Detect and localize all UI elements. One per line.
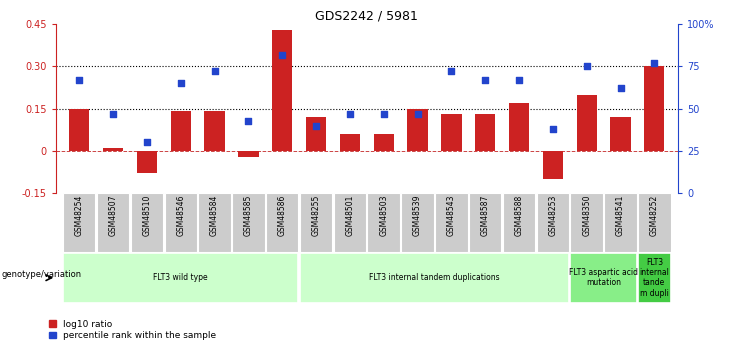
Point: [445, 69, 457, 74]
FancyBboxPatch shape: [503, 193, 535, 252]
Point: [310, 123, 322, 128]
Text: FLT3 wild type: FLT3 wild type: [153, 273, 208, 282]
FancyBboxPatch shape: [571, 193, 603, 252]
FancyBboxPatch shape: [435, 193, 468, 252]
Bar: [170, 111, 191, 151]
Title: GDS2242 / 5981: GDS2242 / 5981: [316, 10, 418, 23]
FancyBboxPatch shape: [199, 193, 230, 252]
FancyBboxPatch shape: [333, 193, 366, 252]
Text: GSM48255: GSM48255: [311, 195, 321, 236]
Bar: [644, 66, 665, 151]
Text: GSM48588: GSM48588: [514, 195, 524, 236]
Bar: [103, 148, 123, 151]
Point: [547, 126, 559, 132]
Bar: [509, 103, 529, 151]
Text: GSM48507: GSM48507: [109, 195, 118, 236]
Point: [581, 63, 593, 69]
FancyBboxPatch shape: [571, 253, 637, 303]
FancyBboxPatch shape: [300, 253, 569, 303]
Text: GSM48510: GSM48510: [142, 195, 151, 236]
Bar: [408, 109, 428, 151]
Point: [175, 80, 187, 86]
Bar: [611, 117, 631, 151]
Point: [614, 86, 626, 91]
Bar: [576, 95, 597, 151]
Point: [242, 118, 254, 123]
FancyBboxPatch shape: [97, 193, 130, 252]
Text: GSM48541: GSM48541: [616, 195, 625, 236]
Text: FLT3 internal tandem duplications: FLT3 internal tandem duplications: [369, 273, 499, 282]
FancyBboxPatch shape: [232, 193, 265, 252]
Bar: [475, 114, 495, 151]
Text: FLT3
internal
tande
m dupli: FLT3 internal tande m dupli: [639, 258, 669, 298]
Bar: [542, 151, 563, 179]
Text: GSM48543: GSM48543: [447, 195, 456, 236]
FancyBboxPatch shape: [300, 193, 332, 252]
FancyBboxPatch shape: [130, 193, 163, 252]
Text: GSM48539: GSM48539: [413, 195, 422, 236]
FancyBboxPatch shape: [165, 193, 197, 252]
Point: [107, 111, 119, 117]
Bar: [441, 114, 462, 151]
Point: [209, 69, 221, 74]
Text: GSM48587: GSM48587: [481, 195, 490, 236]
Point: [141, 140, 153, 145]
Point: [378, 111, 390, 117]
FancyBboxPatch shape: [63, 193, 96, 252]
FancyBboxPatch shape: [469, 193, 502, 252]
Point: [344, 111, 356, 117]
Bar: [272, 30, 293, 151]
FancyBboxPatch shape: [63, 253, 299, 303]
Legend: log10 ratio, percentile rank within the sample: log10 ratio, percentile rank within the …: [49, 320, 216, 341]
Text: GSM48585: GSM48585: [244, 195, 253, 236]
Bar: [205, 111, 225, 151]
Bar: [339, 134, 360, 151]
Text: GSM48584: GSM48584: [210, 195, 219, 236]
Point: [479, 77, 491, 83]
Text: GSM48503: GSM48503: [379, 195, 388, 236]
Bar: [306, 117, 326, 151]
FancyBboxPatch shape: [638, 253, 671, 303]
Bar: [69, 109, 90, 151]
Point: [276, 52, 288, 57]
Text: genotype/variation: genotype/variation: [1, 270, 82, 279]
Bar: [373, 134, 394, 151]
Text: GSM48501: GSM48501: [345, 195, 354, 236]
Text: FLT3 aspartic acid
mutation: FLT3 aspartic acid mutation: [569, 268, 638, 287]
FancyBboxPatch shape: [402, 193, 433, 252]
Bar: [239, 151, 259, 157]
Text: GSM48253: GSM48253: [548, 195, 557, 236]
Point: [648, 60, 660, 66]
Text: GSM48350: GSM48350: [582, 195, 591, 236]
FancyBboxPatch shape: [368, 193, 400, 252]
Point: [73, 77, 85, 83]
FancyBboxPatch shape: [536, 193, 569, 252]
Bar: [137, 151, 157, 174]
Text: GSM48252: GSM48252: [650, 195, 659, 236]
FancyBboxPatch shape: [266, 193, 299, 252]
FancyBboxPatch shape: [604, 193, 637, 252]
Text: GSM48254: GSM48254: [75, 195, 84, 236]
Text: GSM48546: GSM48546: [176, 195, 185, 236]
FancyBboxPatch shape: [638, 193, 671, 252]
Text: GSM48586: GSM48586: [278, 195, 287, 236]
Point: [411, 111, 423, 117]
Point: [513, 77, 525, 83]
